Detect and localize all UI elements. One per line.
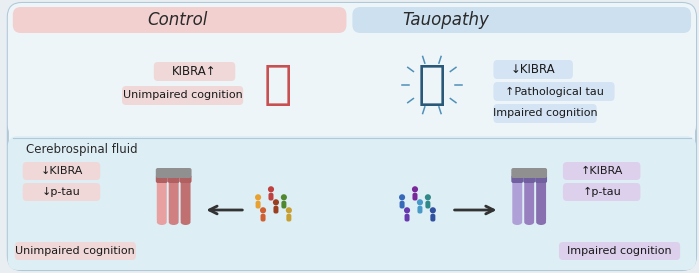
FancyBboxPatch shape [156,168,192,178]
FancyBboxPatch shape [493,60,573,79]
FancyBboxPatch shape [282,201,287,209]
FancyBboxPatch shape [156,175,168,183]
Circle shape [412,186,418,192]
FancyBboxPatch shape [154,62,236,81]
Text: Control: Control [147,11,208,29]
FancyBboxPatch shape [287,214,291,221]
FancyBboxPatch shape [13,7,347,33]
FancyBboxPatch shape [511,175,524,183]
Text: Tauopathy: Tauopathy [402,11,489,29]
FancyBboxPatch shape [180,180,191,222]
FancyBboxPatch shape [157,180,167,222]
FancyBboxPatch shape [493,104,597,123]
FancyBboxPatch shape [168,180,179,222]
FancyBboxPatch shape [180,175,192,183]
Ellipse shape [524,219,534,225]
Text: ↑p-tau: ↑p-tau [582,187,621,197]
Circle shape [268,186,274,192]
Text: ↓p-tau: ↓p-tau [42,187,81,197]
Ellipse shape [180,219,191,225]
Text: Unimpaired cognition: Unimpaired cognition [15,246,135,256]
Ellipse shape [157,219,167,225]
Ellipse shape [536,219,546,225]
FancyBboxPatch shape [563,162,640,180]
FancyBboxPatch shape [426,201,431,209]
FancyBboxPatch shape [417,206,422,213]
Text: ↑Pathological tau: ↑Pathological tau [505,87,603,97]
FancyBboxPatch shape [268,193,273,200]
FancyBboxPatch shape [431,214,435,221]
Text: Impaired cognition: Impaired cognition [568,246,672,256]
FancyBboxPatch shape [273,206,278,213]
Ellipse shape [168,219,179,225]
FancyBboxPatch shape [524,175,535,183]
FancyBboxPatch shape [412,193,417,200]
FancyBboxPatch shape [15,242,136,260]
Circle shape [425,194,431,200]
FancyBboxPatch shape [563,183,640,201]
Circle shape [430,207,436,213]
Circle shape [399,194,405,200]
FancyBboxPatch shape [256,201,261,209]
FancyBboxPatch shape [8,136,696,270]
FancyBboxPatch shape [23,162,100,180]
Text: ↑KIBRA: ↑KIBRA [580,166,623,176]
FancyBboxPatch shape [8,3,696,139]
FancyBboxPatch shape [511,168,547,178]
FancyBboxPatch shape [512,180,522,222]
Circle shape [273,199,279,205]
FancyBboxPatch shape [536,180,546,222]
FancyBboxPatch shape [400,201,405,209]
FancyBboxPatch shape [559,242,680,260]
FancyBboxPatch shape [352,7,691,33]
Text: ↓KIBRA: ↓KIBRA [41,166,82,176]
FancyBboxPatch shape [405,214,410,221]
Text: 🧠: 🧠 [418,63,446,108]
Circle shape [260,207,266,213]
FancyBboxPatch shape [168,175,180,183]
Circle shape [281,194,287,200]
Ellipse shape [512,219,522,225]
FancyBboxPatch shape [23,183,100,201]
Text: 🧠: 🧠 [264,63,292,108]
Circle shape [417,199,423,205]
Text: KIBRA↑: KIBRA↑ [172,65,217,78]
Circle shape [286,207,292,213]
FancyBboxPatch shape [261,214,266,221]
FancyBboxPatch shape [524,180,534,222]
Circle shape [255,194,261,200]
FancyBboxPatch shape [122,86,243,105]
FancyBboxPatch shape [535,175,547,183]
Text: ↓KIBRA: ↓KIBRA [511,63,556,76]
Text: Cerebrospinal fluid: Cerebrospinal fluid [27,143,138,156]
FancyBboxPatch shape [493,82,614,101]
Text: Impaired cognition: Impaired cognition [493,108,598,118]
FancyBboxPatch shape [8,3,696,270]
Circle shape [404,207,410,213]
Text: Unimpaired cognition: Unimpaired cognition [123,91,243,100]
